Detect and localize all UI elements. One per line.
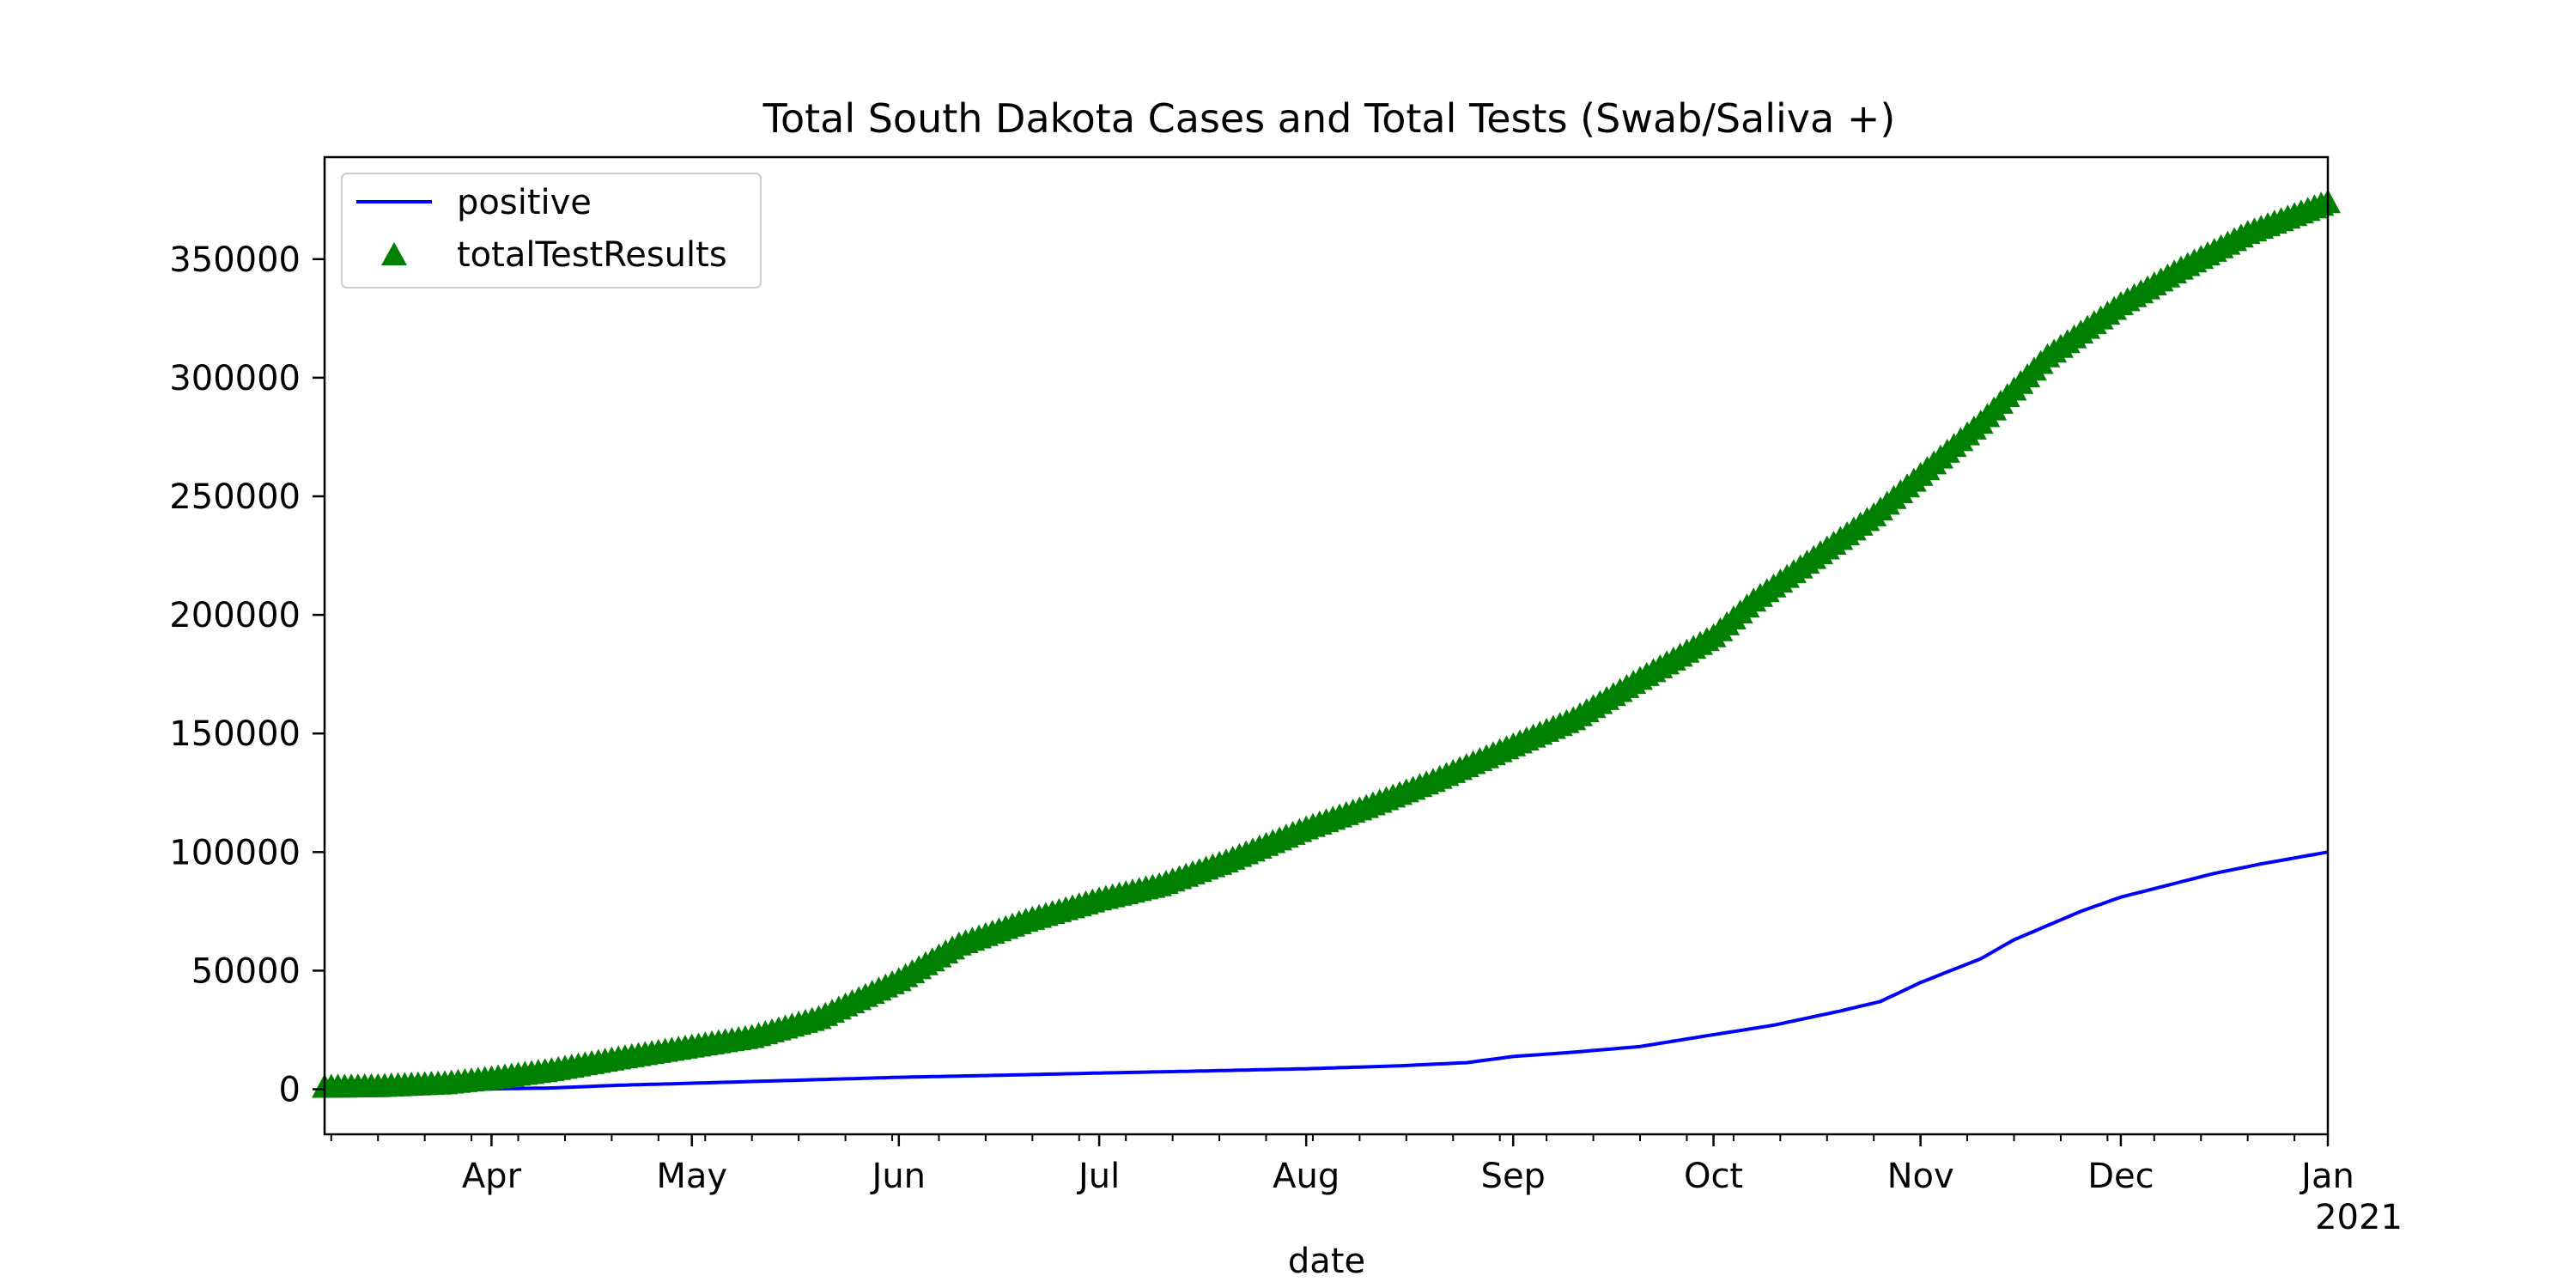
- x-tick-label: Dec: [2087, 1157, 2154, 1196]
- x-axis-label: date: [1288, 1242, 1365, 1281]
- chart-title: Total South Dakota Cases and Total Tests…: [762, 95, 1896, 142]
- legend-totaltestresults-label: totalTestResults: [457, 235, 727, 275]
- x-tick-label: May: [656, 1157, 727, 1196]
- x-tick-label: Sep: [1481, 1157, 1546, 1196]
- x-tick-label: Oct: [1684, 1157, 1743, 1196]
- x-tick-label: Jun: [870, 1157, 927, 1196]
- series-positive-line: [325, 850, 2329, 1091]
- y-tick-label: 250000: [169, 477, 301, 517]
- x-tick-label: Nov: [1887, 1157, 1954, 1196]
- y-tick-label: 300000: [169, 359, 301, 398]
- legend-totaltestresults-swatch: [381, 242, 407, 265]
- legend-box: [341, 173, 762, 289]
- x-tick-label: Apr: [462, 1157, 522, 1196]
- x-tick-label: Jul: [1076, 1157, 1120, 1196]
- legend-positive-label: positive: [457, 183, 592, 222]
- y-tick-label: 200000: [169, 596, 301, 635]
- y-tick-label: 350000: [169, 240, 301, 280]
- y-tick-label: 100000: [169, 833, 301, 872]
- x-tick-sublabel: 2021: [2315, 1198, 2403, 1237]
- y-axis: 0 50000 100000 150000 200000 250000 300000 3500…: [169, 240, 325, 1110]
- legend: positive totalTestResults: [341, 173, 762, 289]
- x-tick-label: Jan: [2299, 1157, 2354, 1196]
- y-tick-label: 150000: [169, 714, 301, 754]
- x-tick-label: Aug: [1273, 1157, 1340, 1196]
- plot-frame: [323, 155, 2330, 1136]
- y-tick-label: 0: [279, 1071, 301, 1110]
- y-tick-label: 50000: [191, 951, 301, 991]
